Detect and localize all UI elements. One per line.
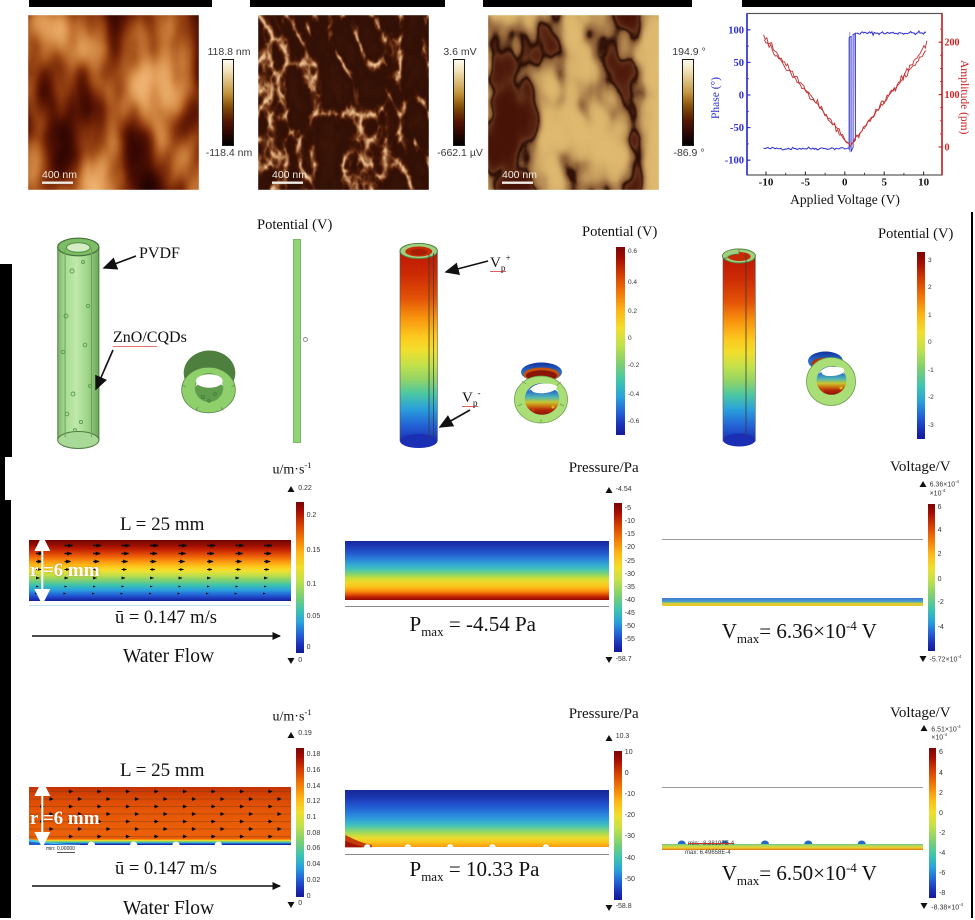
svg-text:0: 0 [842,177,848,189]
svg-text:100: 100 [728,25,744,36]
svg-text:-5: -5 [801,177,811,189]
svg-text:200: 200 [945,38,960,49]
svg-text:-50: -50 [730,123,744,134]
svg-text:5: 5 [881,177,887,189]
svg-text:400 nm: 400 nm [272,169,307,181]
svg-text:-10: -10 [759,177,774,189]
svg-text:0: 0 [739,91,744,102]
svg-text:-100: -100 [725,156,744,167]
svg-text:10: 10 [918,177,930,189]
svg-text:400 nm: 400 nm [502,169,537,181]
svg-text:100: 100 [945,90,960,101]
svg-text:400 nm: 400 nm [42,169,77,181]
svg-text:0: 0 [945,143,950,154]
svg-text:50: 50 [734,58,745,69]
